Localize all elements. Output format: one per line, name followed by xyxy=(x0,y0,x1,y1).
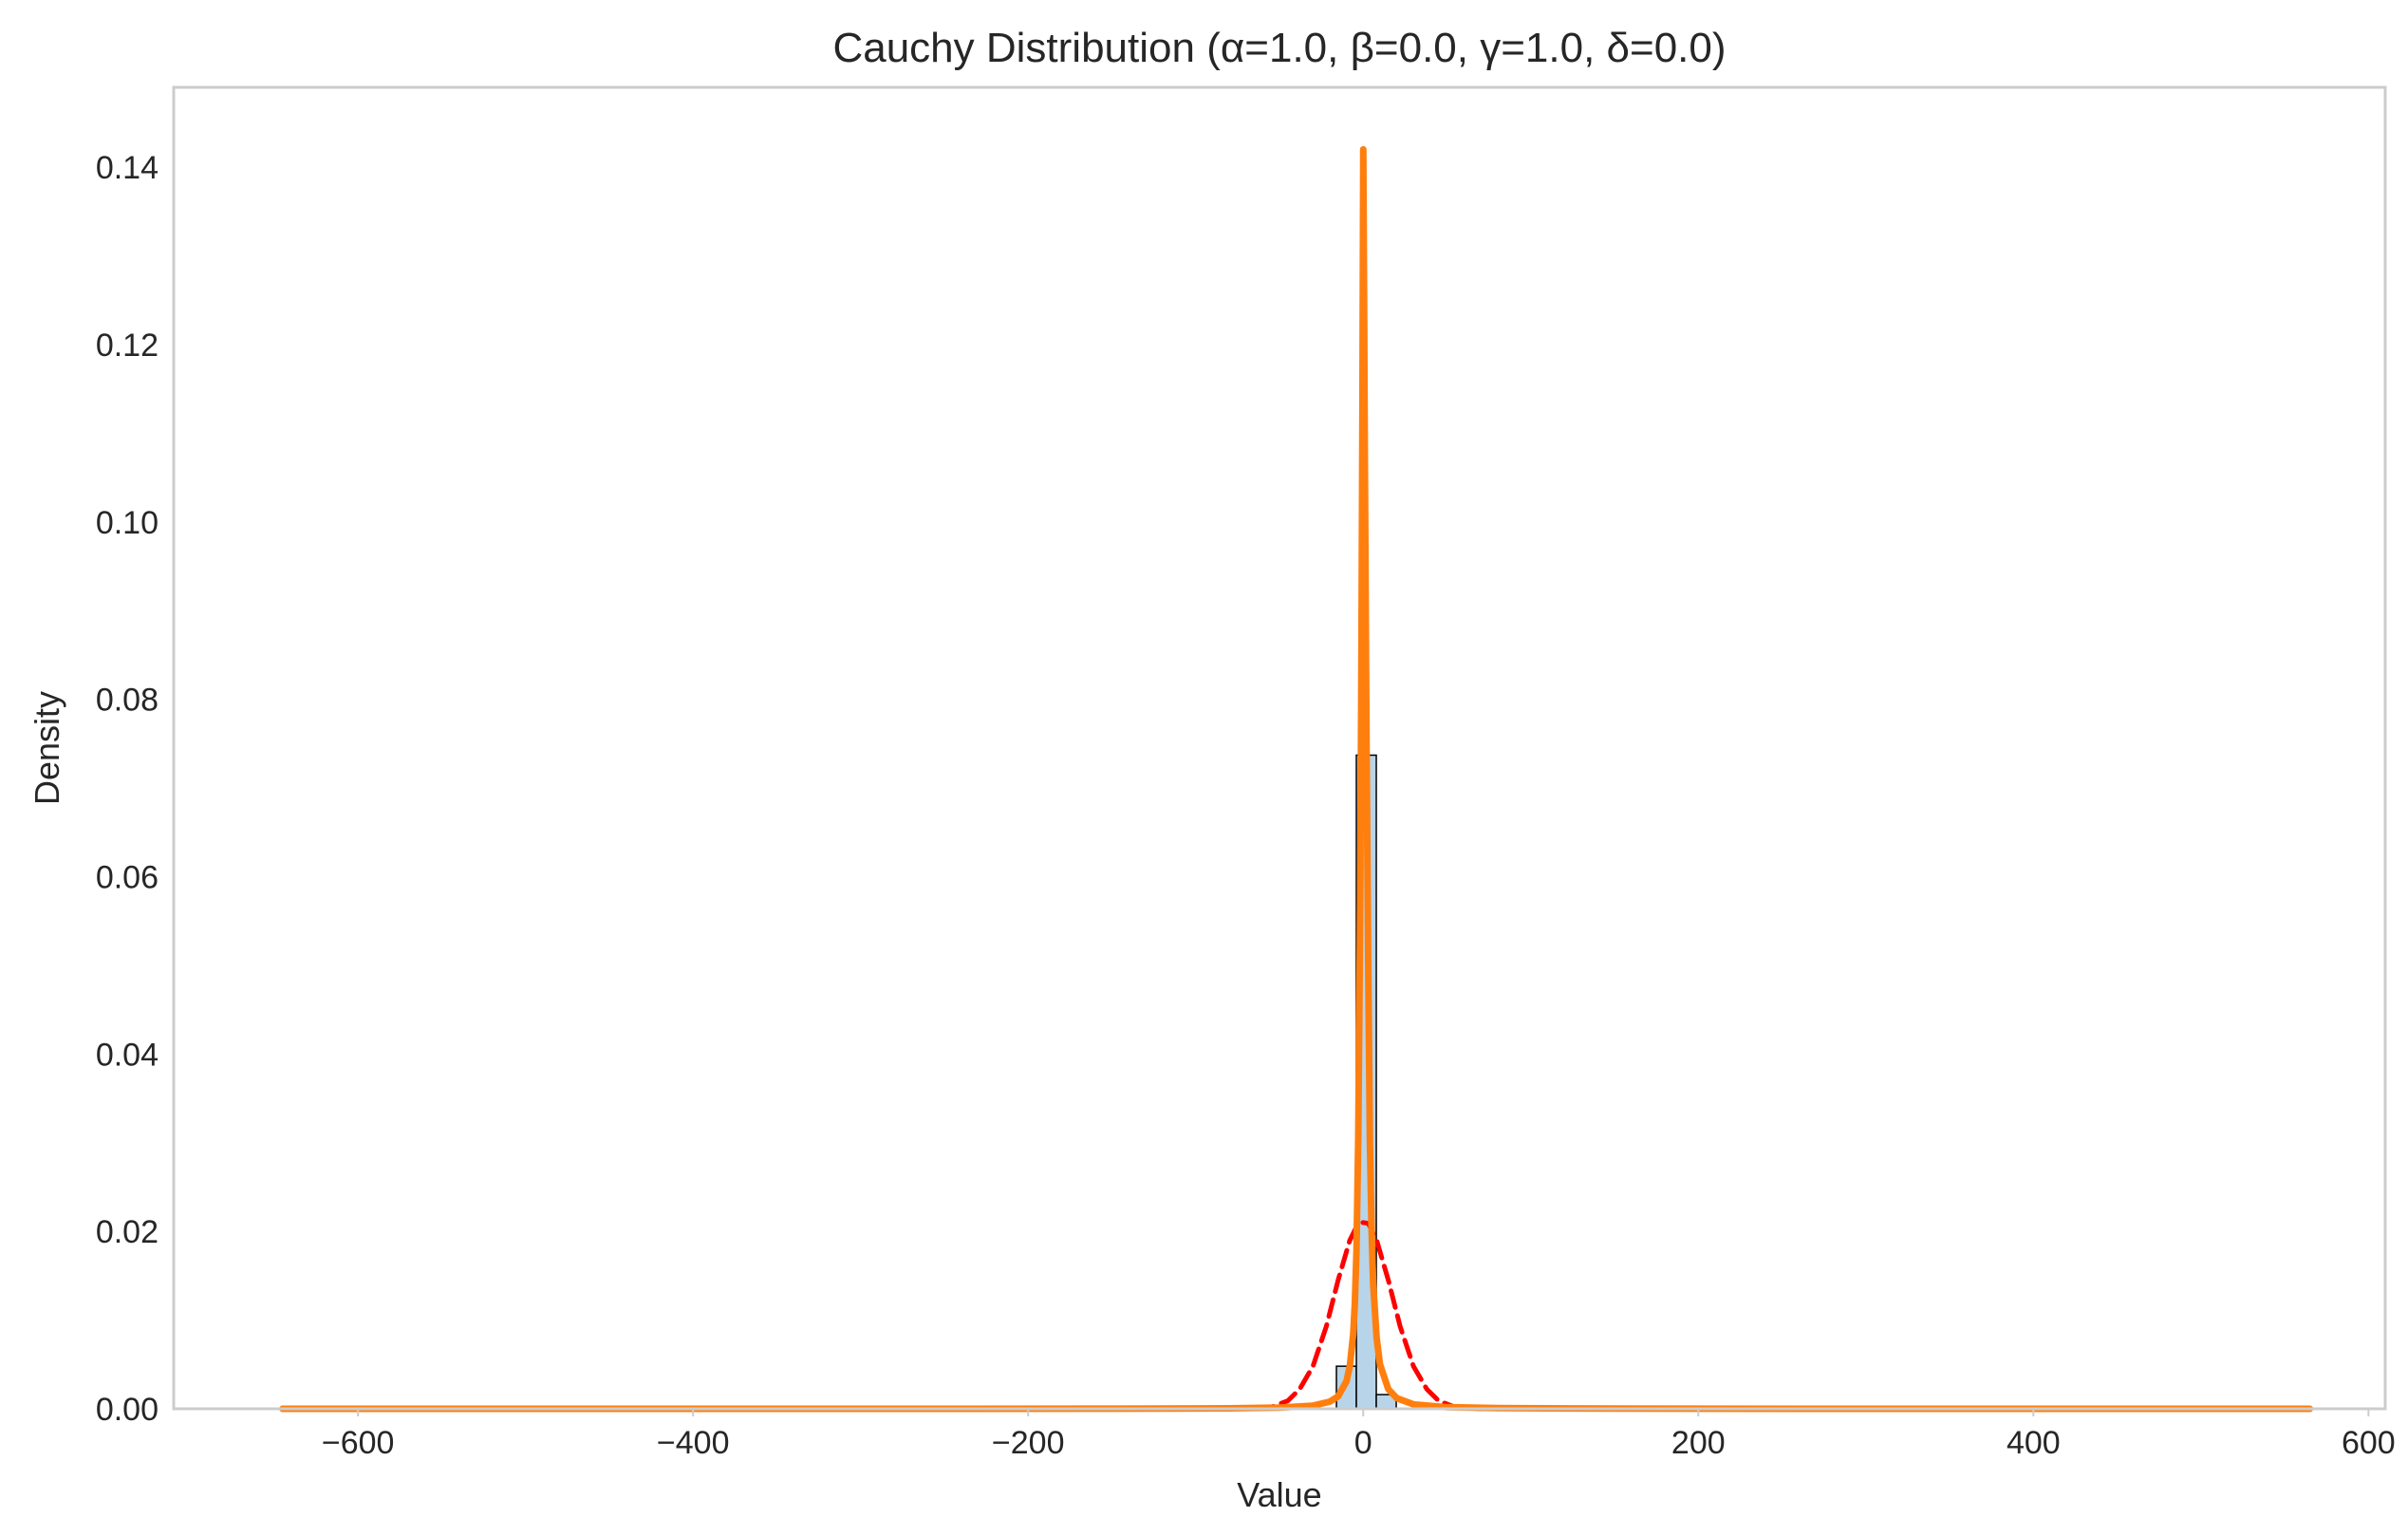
y-tick-label: 0.08 xyxy=(96,683,159,719)
x-tick-label: 0 xyxy=(1354,1425,1372,1461)
y-axis-label: Density xyxy=(28,691,66,805)
x-tick-label: 400 xyxy=(2007,1425,2061,1461)
x-tick-label: −200 xyxy=(992,1425,1065,1461)
y-tick-label: 0.10 xyxy=(96,505,159,541)
chart-title: Cauchy Distribution (α=1.0, β=0.0, γ=1.0… xyxy=(832,25,1726,71)
x-axis-label: Value xyxy=(1237,1475,1321,1514)
y-tick-label: 0.14 xyxy=(96,150,159,186)
x-tick-label: −600 xyxy=(322,1425,395,1461)
y-tick-label: 0.06 xyxy=(96,859,159,895)
y-tick-label: 0.02 xyxy=(96,1214,159,1250)
y-tick-label: 0.00 xyxy=(96,1392,159,1428)
x-tick-label: −400 xyxy=(657,1425,730,1461)
y-tick-label: 0.04 xyxy=(96,1037,159,1073)
x-tick-label: 200 xyxy=(1671,1425,1726,1461)
x-tick-label: 600 xyxy=(2342,1425,2396,1461)
plot-area xyxy=(174,87,2385,1409)
y-tick-label: 0.12 xyxy=(96,328,159,364)
